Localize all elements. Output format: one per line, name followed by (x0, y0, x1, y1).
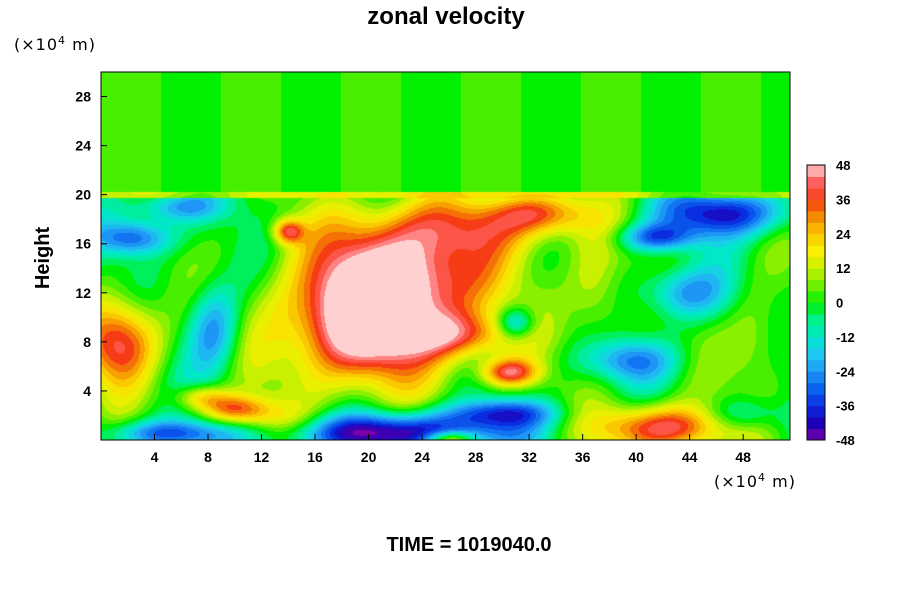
y-tick-label: 16 (75, 236, 91, 252)
colorbar-tick-label: -12 (836, 330, 855, 345)
heatmap-field (101, 72, 790, 440)
colorbar-tick-label: -48 (836, 433, 855, 448)
colorbar-segment (807, 394, 825, 407)
x-tick-label: 32 (521, 449, 537, 465)
x-tick-label: 12 (254, 449, 270, 465)
y-axis-unit: (×104 m) (14, 34, 96, 54)
y-tick-label: 24 (75, 138, 91, 154)
x-tick-label: 40 (628, 449, 644, 465)
x-tick-label: 4 (151, 449, 159, 465)
plot-frame (100, 71, 791, 441)
x-tick-label: 36 (575, 449, 591, 465)
colorbar-segment (807, 268, 825, 281)
x-tick-label: 16 (307, 449, 323, 465)
colorbar-tick-label: 36 (836, 192, 850, 207)
y-tick-label: 12 (75, 285, 91, 301)
colorbar-segment (807, 359, 825, 372)
colorbar-tick-label: 0 (836, 296, 843, 311)
colorbar-segment (807, 165, 825, 177)
y-tick-label: 4 (83, 383, 91, 399)
colorbar-segment (807, 210, 825, 223)
colorbar-segment (807, 199, 825, 212)
chart-title: zonal velocity (367, 3, 525, 30)
colorbar-tick-label: 24 (836, 227, 851, 242)
x-axis-unit: (×104 m) (714, 471, 796, 491)
y-tick-label: 8 (83, 334, 91, 350)
y-axis-label: Height (32, 227, 54, 290)
colorbar-segment (807, 417, 825, 430)
time-label: TIME = 1019040.0 (386, 534, 551, 556)
colorbar-segment (807, 313, 825, 326)
colorbar: 48 36 24 12 0 -12 -24 -36 -48 (806, 158, 856, 448)
colorbar-tick-label: -36 (836, 399, 855, 414)
y-axis-ticks: 4 8 12 16 20 24 28 (75, 89, 107, 399)
colorbar-segment (807, 428, 825, 441)
colorbar-segment (807, 233, 825, 246)
colorbar-segment (807, 325, 825, 338)
x-tick-label: 28 (468, 449, 484, 465)
colorbar-segment (807, 256, 825, 269)
colorbar-segment (807, 176, 825, 189)
colorbar-segment (807, 302, 825, 315)
colorbar-segment (807, 222, 825, 235)
colorbar-segment (807, 336, 825, 349)
colorbar-frame (806, 164, 826, 441)
colorbar-segment (807, 187, 825, 200)
colorbar-segment (807, 371, 825, 384)
colorbar-segment (807, 382, 825, 395)
colorbar-segment (807, 279, 825, 292)
x-tick-label: 8 (204, 449, 212, 465)
y-tick-label: 20 (75, 187, 91, 203)
y-tick-label: 28 (75, 89, 91, 105)
colorbar-segment (807, 348, 825, 361)
colorbar-tick-label: -24 (836, 364, 856, 379)
x-axis-ticks: 4 8 12 16 20 24 28 32 36 40 44 48 (151, 434, 751, 465)
x-tick-label: 48 (735, 449, 751, 465)
colorbar-tick-label: 48 (836, 158, 850, 173)
x-tick-label: 20 (361, 449, 377, 465)
colorbar-segment (807, 245, 825, 258)
x-tick-label: 24 (414, 449, 430, 465)
colorbar-segment (807, 405, 825, 418)
colorbar-segment (807, 291, 825, 303)
colorbar-tick-label: 12 (836, 261, 850, 276)
heatmap-field-wrapper (101, 72, 790, 440)
x-tick-label: 44 (682, 449, 698, 465)
